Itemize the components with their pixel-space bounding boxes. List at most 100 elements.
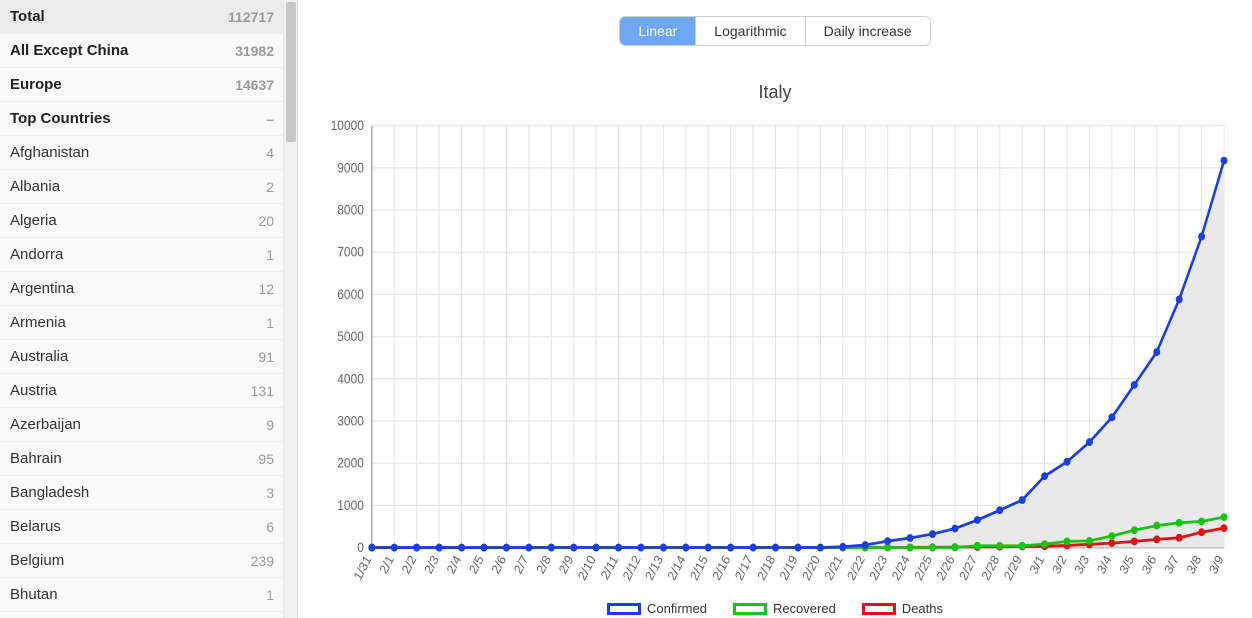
confirmed-point	[794, 544, 801, 552]
country-row[interactable]: Afghanistan4	[0, 136, 284, 170]
confirmed-point	[391, 544, 398, 552]
recovered-point	[1064, 537, 1071, 545]
confirmed-point	[593, 544, 600, 552]
country-row[interactable]: Bahrain95	[0, 442, 284, 476]
x-tick-label: 2/17	[732, 553, 755, 583]
country-row[interactable]: Andorra1	[0, 238, 284, 272]
x-tick-label: 2/8	[534, 553, 554, 576]
summary-row[interactable]: All Except China31982	[0, 34, 284, 68]
toggle-linear[interactable]: Linear	[620, 17, 695, 45]
confirmed-point	[996, 506, 1003, 514]
confirmed-point	[1086, 438, 1093, 446]
row-value: 6	[266, 519, 274, 535]
row-value: –	[266, 111, 274, 127]
y-tick-label: 8000	[337, 203, 364, 218]
confirmed-point	[682, 544, 689, 552]
y-tick-label: 3000	[337, 414, 364, 429]
confirmed-point	[1041, 472, 1048, 480]
legend-confirmed[interactable]: Confirmed	[607, 601, 707, 616]
y-tick-label: 10000	[331, 119, 364, 133]
x-tick-label: 2/22	[845, 553, 868, 583]
deaths-point	[1198, 528, 1205, 536]
row-value: 4	[266, 145, 274, 161]
country-row[interactable]: Azerbaijan9	[0, 408, 284, 442]
country-row[interactable]: Argentina12	[0, 272, 284, 306]
country-row[interactable]: Algeria20	[0, 204, 284, 238]
confirmed-point	[1108, 413, 1115, 421]
confirmed-point	[1176, 296, 1183, 304]
confirmed-point	[974, 516, 981, 524]
legend-deaths[interactable]: Deaths	[862, 601, 943, 616]
legend-recovered[interactable]: Recovered	[733, 601, 836, 616]
y-tick-label: 5000	[337, 330, 364, 345]
row-label: Austria	[10, 382, 57, 399]
recovered-point	[1176, 519, 1183, 527]
y-tick-label: 4000	[337, 372, 364, 387]
x-tick-label: 2/23	[867, 553, 890, 583]
x-tick-label: 2/26	[934, 553, 957, 583]
confirmed-point	[458, 544, 465, 552]
x-tick-label: 2/28	[979, 553, 1002, 583]
row-label: Top Countries	[10, 110, 111, 127]
confirmed-point	[772, 544, 779, 552]
x-tick-label: 2/29	[1002, 553, 1025, 583]
x-tick-label: 2/2	[399, 553, 419, 576]
segmented-control: LinearLogarithmicDaily increase	[619, 16, 930, 46]
y-tick-label: 9000	[337, 161, 364, 176]
confirmed-point	[839, 543, 846, 551]
chart-title: Italy	[306, 82, 1244, 103]
y-tick-label: 7000	[337, 245, 364, 260]
x-tick-label: 2/6	[489, 553, 509, 576]
country-row[interactable]: Bangladesh3	[0, 476, 284, 510]
summary-row[interactable]: Europe14637	[0, 68, 284, 102]
summary-row[interactable]: Total112717	[0, 0, 284, 34]
recovered-point	[1108, 532, 1115, 540]
confirmed-point	[727, 544, 734, 552]
legend-label: Deaths	[902, 601, 943, 616]
confirmed-point	[705, 544, 712, 552]
row-value: 131	[251, 383, 274, 399]
scrollbar-thumb[interactable]	[286, 2, 296, 142]
x-tick-label: 2/9	[556, 553, 576, 576]
x-tick-label: 2/7	[512, 553, 532, 576]
legend-label: Confirmed	[647, 601, 707, 616]
x-tick-label: 3/7	[1162, 553, 1182, 576]
summary-row[interactable]: Top Countries –	[0, 102, 284, 136]
confirmed-point	[660, 544, 667, 552]
country-row[interactable]: Australia91	[0, 340, 284, 374]
confirmed-point	[368, 544, 375, 552]
deaths-point	[1221, 524, 1228, 532]
country-row[interactable]: Bosnia and Herzegovina3	[0, 612, 284, 618]
sidebar: Total112717All Except China31982Europe14…	[0, 0, 298, 618]
chart-svg: 0100020003000400050006000700080009000100…	[316, 119, 1234, 599]
scale-toggle-group: LinearLogarithmicDaily increase	[306, 16, 1244, 46]
x-tick-label: 3/1	[1027, 553, 1047, 576]
country-row[interactable]: Belarus6	[0, 510, 284, 544]
deaths-point	[1176, 534, 1183, 542]
sidebar-scrollbar[interactable]	[283, 0, 297, 618]
x-tick-label: 2/25	[912, 553, 935, 583]
y-tick-label: 6000	[337, 287, 364, 302]
x-tick-label: 2/19	[777, 553, 800, 583]
toggle-logarithmic[interactable]: Logarithmic	[695, 17, 804, 45]
x-tick-label: 3/6	[1139, 553, 1159, 576]
recovered-point	[907, 544, 914, 552]
toggle-daily-increase[interactable]: Daily increase	[805, 17, 930, 45]
row-label: Albania	[10, 178, 60, 195]
confirmed-point	[1019, 496, 1026, 504]
legend-swatch	[862, 603, 896, 615]
country-row[interactable]: Bhutan1	[0, 578, 284, 612]
row-label: Azerbaijan	[10, 416, 81, 433]
country-row[interactable]: Belgium239	[0, 544, 284, 578]
confirmed-point	[503, 544, 510, 552]
x-tick-label: 2/10	[576, 553, 599, 583]
row-value: 95	[258, 451, 274, 467]
country-row[interactable]: Armenia1	[0, 306, 284, 340]
x-tick-label: 3/3	[1072, 553, 1092, 576]
recovered-point	[1019, 542, 1026, 550]
x-tick-label: 2/27	[957, 553, 980, 583]
confirmed-point	[1221, 157, 1228, 165]
country-row[interactable]: Austria 131	[0, 374, 284, 408]
country-row[interactable]: Albania2	[0, 170, 284, 204]
legend-swatch	[733, 603, 767, 615]
